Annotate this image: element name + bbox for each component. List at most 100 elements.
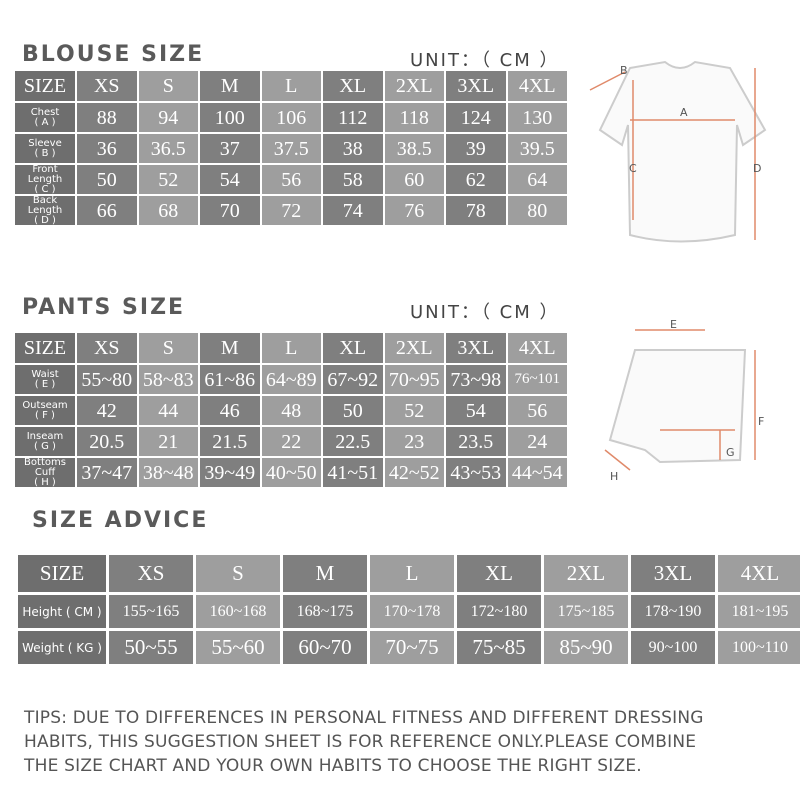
row-label-sub: ( D ) xyxy=(34,214,56,226)
blouse-unit: UNIT：（ CM ） xyxy=(410,50,560,71)
value-cell: 58 xyxy=(323,165,383,194)
value-cell: 24 xyxy=(507,427,567,456)
header-cell: SIZE xyxy=(15,333,75,363)
value-cell: 118 xyxy=(384,103,444,132)
row-label-text: Outseam xyxy=(22,399,68,411)
header-cell: 3XL xyxy=(446,333,506,363)
value-cell: 94 xyxy=(138,103,198,132)
value-cell: 36 xyxy=(77,134,137,163)
value-cell: 61~86 xyxy=(200,365,260,394)
header-cell: L xyxy=(261,71,321,101)
header-cell: XL xyxy=(457,555,541,592)
header-cell: XL xyxy=(323,333,383,363)
value-cell: 52 xyxy=(384,396,444,425)
value-cell: 55~60 xyxy=(196,631,280,664)
row-label-sub: ( A ) xyxy=(34,116,56,128)
value-cell: 155~165 xyxy=(109,595,193,628)
value-cell: 56 xyxy=(261,165,321,194)
tips-line: THE SIZE CHART AND YOUR OWN HABITS TO CH… xyxy=(24,756,642,776)
header-cell: 2XL xyxy=(544,555,628,592)
value-cell: 44~54 xyxy=(507,458,567,487)
value-cell: 175~185 xyxy=(544,595,628,628)
value-cell: 112 xyxy=(323,103,383,132)
row-label: Weight ( KG ) xyxy=(18,631,106,664)
value-cell: 60~70 xyxy=(283,631,367,664)
diagram-label: F xyxy=(758,415,764,428)
value-cell: 170~178 xyxy=(370,595,454,628)
value-cell: 75~85 xyxy=(457,631,541,664)
row-label: Waist( E ) xyxy=(15,365,75,394)
value-cell: 52 xyxy=(138,165,198,194)
diagram-label: A xyxy=(680,106,688,119)
value-cell: 21 xyxy=(138,427,198,456)
row-label: Back Length( D ) xyxy=(15,194,75,226)
value-cell: 62 xyxy=(446,165,506,194)
shorts-diagram: E F G H xyxy=(604,318,764,483)
pants-title: PANTS SIZE xyxy=(22,295,186,320)
value-cell: 54 xyxy=(446,396,506,425)
header-cell: M xyxy=(200,71,260,101)
diagram-label: G xyxy=(726,446,735,459)
value-cell: 124 xyxy=(446,103,506,132)
header-cell: 3XL xyxy=(446,71,506,101)
diagram-label: H xyxy=(610,470,618,483)
value-cell: 22.5 xyxy=(323,427,383,456)
row-label-sub: ( B ) xyxy=(34,147,56,159)
value-cell: 88 xyxy=(77,103,137,132)
diagram-label: E xyxy=(670,318,677,331)
value-cell: 38.5 xyxy=(384,134,444,163)
value-cell: 50~55 xyxy=(109,631,193,664)
header-cell: XL xyxy=(323,71,383,101)
value-cell: 168~175 xyxy=(283,595,367,628)
header-cell: 2XL xyxy=(384,333,444,363)
value-cell: 70 xyxy=(200,196,260,225)
header-cell: 4XL xyxy=(507,333,567,363)
row-label-text: Back Length xyxy=(27,194,63,216)
header-cell: 3XL xyxy=(631,555,715,592)
value-cell: 78 xyxy=(446,196,506,225)
value-cell: 58~83 xyxy=(138,365,198,394)
header-cell: M xyxy=(200,333,260,363)
value-cell: 37~47 xyxy=(77,458,137,487)
header-cell: SIZE xyxy=(18,555,106,592)
value-cell: 43~53 xyxy=(446,458,506,487)
value-cell: 67~92 xyxy=(323,365,383,394)
value-cell: 39.5 xyxy=(507,134,567,163)
value-cell: 20.5 xyxy=(77,427,137,456)
value-cell: 39~49 xyxy=(200,458,260,487)
value-cell: 23.5 xyxy=(446,427,506,456)
value-cell: 90~100 xyxy=(631,631,715,664)
row-label: Inseam( G ) xyxy=(15,427,75,456)
row-label-text: Inseam xyxy=(26,430,64,442)
advice-title: SIZE ADVICE xyxy=(32,508,209,533)
value-cell: 42~52 xyxy=(384,458,444,487)
row-label: Outseam( F ) xyxy=(15,396,75,425)
header-cell: 2XL xyxy=(384,71,444,101)
value-cell: 106 xyxy=(261,103,321,132)
value-cell: 66 xyxy=(77,196,137,225)
value-cell: 76 xyxy=(384,196,444,225)
row-label-text: Height ( CM ) xyxy=(22,604,102,619)
row-label: Front Length( C ) xyxy=(15,164,75,194)
value-cell: 73~98 xyxy=(446,365,506,394)
value-cell: 44 xyxy=(138,396,198,425)
row-label: Sleeve( B ) xyxy=(15,134,75,163)
value-cell: 64 xyxy=(507,165,567,194)
header-cell: S xyxy=(138,71,198,101)
value-cell: 50 xyxy=(323,396,383,425)
value-cell: 80 xyxy=(507,196,567,225)
value-cell: 56 xyxy=(507,396,567,425)
value-cell: 172~180 xyxy=(457,595,541,628)
row-label-text: Sleeve xyxy=(28,137,62,149)
value-cell: 160~168 xyxy=(196,595,280,628)
value-cell: 72 xyxy=(261,196,321,225)
value-cell: 74 xyxy=(323,196,383,225)
value-cell: 68 xyxy=(138,196,198,225)
value-cell: 55~80 xyxy=(77,365,137,394)
header-cell: XS xyxy=(109,555,193,592)
value-cell: 178~190 xyxy=(631,595,715,628)
value-cell: 37 xyxy=(200,134,260,163)
row-label: Bottoms Cuff( H ) xyxy=(15,456,75,487)
row-label-text: Bottoms Cuff xyxy=(24,456,66,478)
